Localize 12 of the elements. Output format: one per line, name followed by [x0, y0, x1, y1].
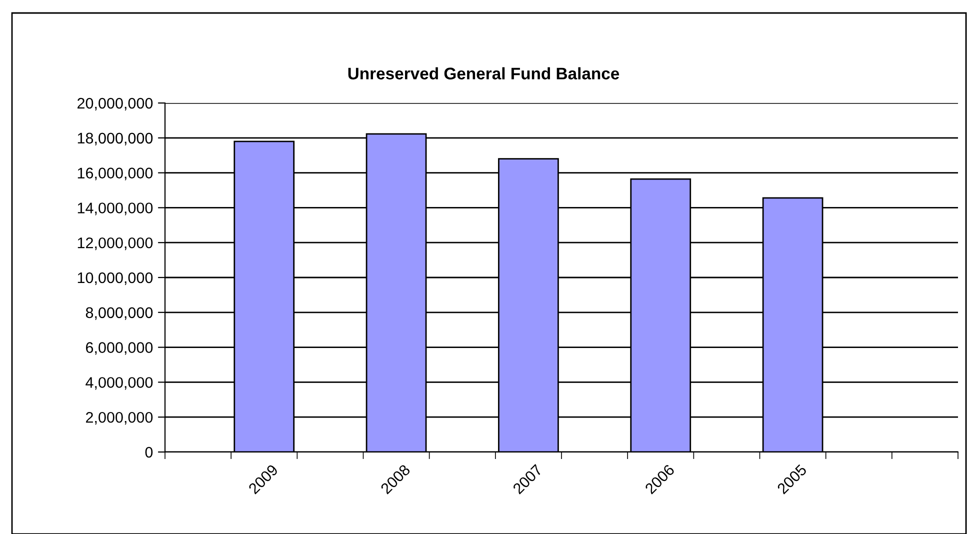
- chart-title: Unreserved General Fund Balance: [348, 67, 620, 80]
- y-tick-label: 18,000,000: [78, 132, 153, 146]
- y-tick-label: 14,000,000: [78, 202, 153, 216]
- y-tick-label: 4,000,000: [86, 377, 153, 390]
- y-tick-label: 16,000,000: [78, 168, 153, 180]
- y-tick-label: 6,000,000: [86, 342, 153, 355]
- y-tick-label: 10,000,000: [78, 272, 153, 285]
- y-tick-label: 2,000,000: [86, 412, 153, 425]
- y-tick-label: 12,000,000: [78, 237, 153, 250]
- y-tick-label: 0: [145, 446, 153, 458]
- y-tick-label: 8,000,000: [86, 307, 153, 320]
- y-tick-label: 20,000,000: [78, 98, 153, 110]
